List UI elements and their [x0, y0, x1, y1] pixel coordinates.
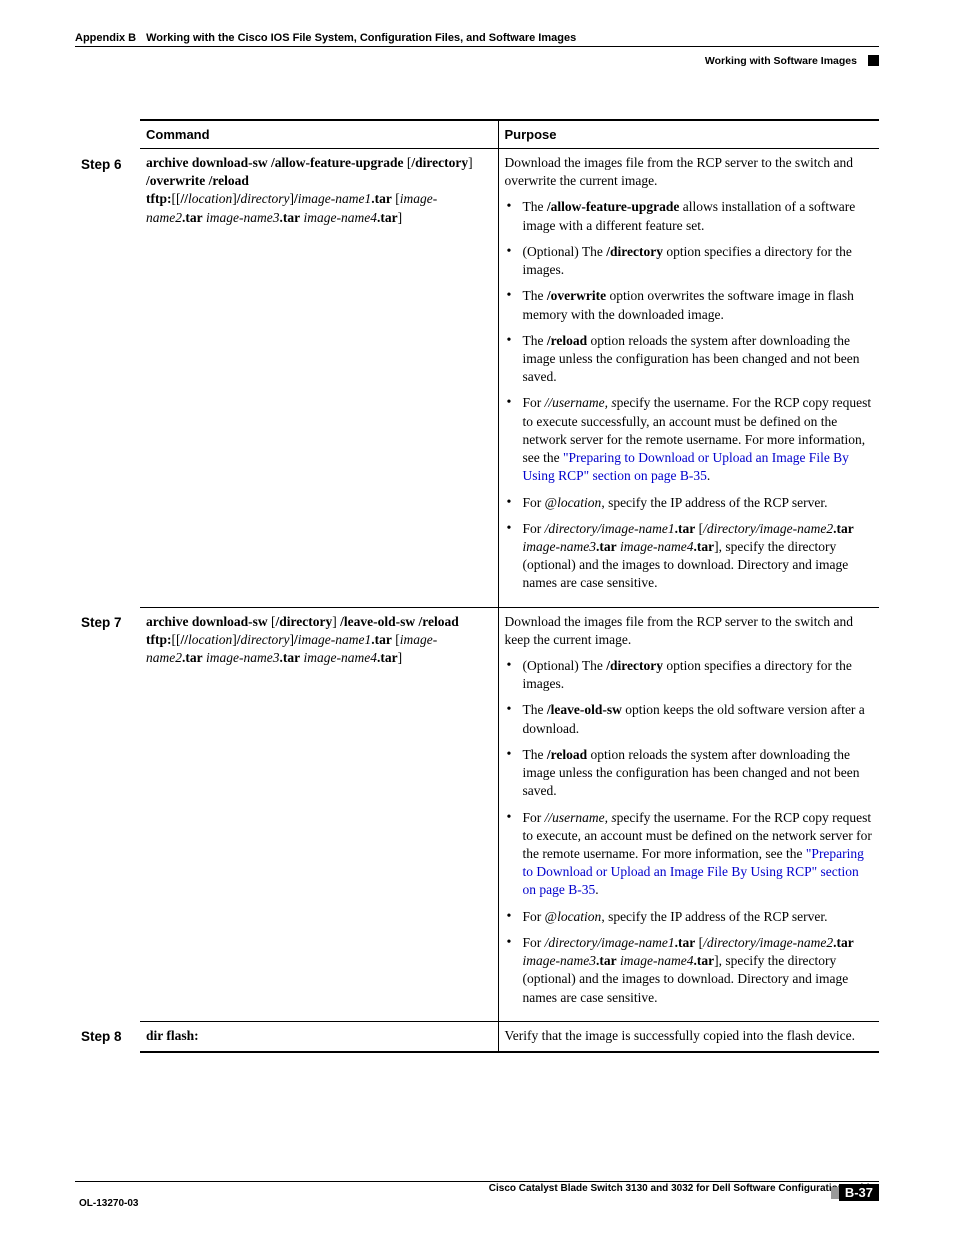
list-item: For //username, specify the username. Fo… [505, 394, 874, 485]
page-header: Appendix B Working with the Cisco IOS Fi… [75, 0, 879, 47]
purpose-intro: Verify that the image is successfully co… [505, 1027, 874, 1045]
purpose-list: (Optional) The /directory option specifi… [505, 657, 874, 1007]
list-item: For /directory/image-name1.tar [/directo… [505, 520, 874, 593]
table-row: Step 6archive download-sw /allow-feature… [75, 149, 879, 608]
list-item: The /leave-old-sw option keeps the old s… [505, 701, 874, 737]
purpose-intro: Download the images file from the RCP se… [505, 154, 874, 190]
table-row: Step 8dir flash: Verify that the image is… [75, 1021, 879, 1052]
list-item: For @location, specify the IP address of… [505, 908, 874, 926]
list-item: For @location, specify the IP address of… [505, 494, 874, 512]
list-item: The /reload option reloads the system af… [505, 332, 874, 387]
purpose-header: Purpose [498, 120, 879, 149]
page-footer: Cisco Catalyst Blade Switch 3130 and 303… [75, 1181, 879, 1215]
list-item: The /overwrite option overwrites the sof… [505, 287, 874, 323]
list-item: The /allow-feature-upgrade allows instal… [505, 198, 874, 234]
command-cell: dir flash: [140, 1021, 498, 1052]
table-row: Step 7archive download-sw [/directory] /… [75, 607, 879, 1021]
footer-page-number: B-37 [839, 1184, 879, 1201]
section-title: Working with Software Images [705, 55, 857, 67]
command-cell: archive download-sw /allow-feature-upgra… [140, 149, 498, 608]
list-item: The /reload option reloads the system af… [505, 746, 874, 801]
footer-guide-title: Cisco Catalyst Blade Switch 3130 and 303… [75, 1183, 879, 1194]
purpose-list: The /allow-feature-upgrade allows instal… [505, 198, 874, 592]
purpose-cell: Download the images file from the RCP se… [498, 607, 879, 1021]
appendix-title: Working with the Cisco IOS File System, … [146, 32, 576, 44]
footer-page-container: B-37 [831, 1184, 879, 1201]
list-item: (Optional) The /directory option specifi… [505, 243, 874, 279]
command-table: Command Purpose Step 6archive download-s… [75, 119, 879, 1053]
list-item: (Optional) The /directory option specifi… [505, 657, 874, 693]
purpose-intro: Download the images file from the RCP se… [505, 613, 874, 649]
footer-grey-marker-icon [831, 1187, 839, 1199]
step-label: Step 6 [75, 149, 140, 608]
content-area: Command Purpose Step 6archive download-s… [75, 119, 879, 1053]
purpose-cell: Download the images file from the RCP se… [498, 149, 879, 608]
footer-bottom: OL-13270-03 B-37 [75, 1198, 879, 1215]
step-label: Step 8 [75, 1021, 140, 1052]
appendix-label: Appendix B [75, 32, 136, 44]
section-header: Working with Software Images [75, 55, 879, 67]
appendix-line: Appendix B Working with the Cisco IOS Fi… [75, 32, 879, 44]
command-header: Command [140, 120, 498, 149]
footer-ol-number: OL-13270-03 [75, 1198, 138, 1209]
step-header-spacer [75, 120, 140, 149]
list-item: For /directory/image-name1.tar [/directo… [505, 934, 874, 1007]
footer-rule [75, 1181, 879, 1182]
step-label: Step 7 [75, 607, 140, 1021]
command-cell: archive download-sw [/directory] /leave-… [140, 607, 498, 1021]
header-marker-icon [868, 55, 879, 66]
purpose-cell: Verify that the image is successfully co… [498, 1021, 879, 1052]
list-item: For //username, specify the username. Fo… [505, 809, 874, 900]
